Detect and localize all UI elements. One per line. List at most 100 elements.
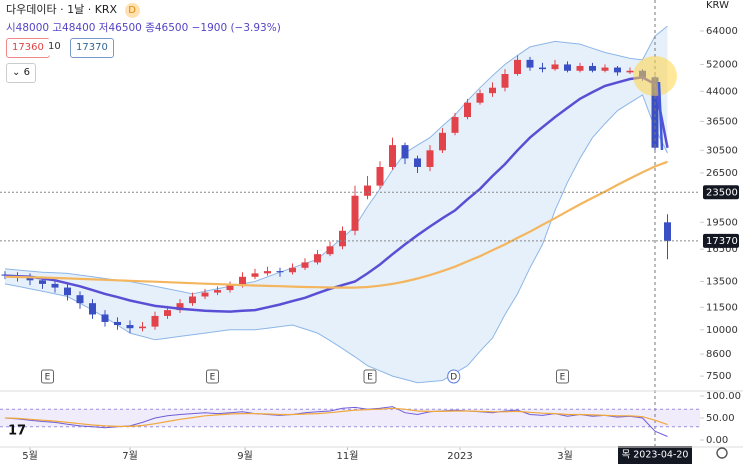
candle-body xyxy=(339,230,346,247)
tv-logo: 17 xyxy=(8,424,26,439)
candle-body xyxy=(189,296,196,304)
y-tick-label: 16500 xyxy=(706,244,738,255)
candle-body xyxy=(139,326,146,329)
candle-body xyxy=(614,67,621,73)
candle-body xyxy=(439,132,446,151)
candle-body xyxy=(126,325,134,329)
candle-body xyxy=(276,271,284,273)
price-label-bg xyxy=(703,185,739,200)
candle-body xyxy=(301,262,309,268)
candle-body xyxy=(64,287,71,296)
badge: D xyxy=(124,3,140,18)
event-label: D xyxy=(450,373,457,383)
candle-body xyxy=(364,185,371,196)
candle-body xyxy=(351,195,359,231)
ohlc-line: 시48000 고48400 저46500 종46500 −1900 (−3.93… xyxy=(6,22,281,34)
candle-body xyxy=(176,303,184,311)
candle-body xyxy=(489,87,496,94)
candle-body xyxy=(426,150,434,167)
candle-body xyxy=(501,74,509,88)
x-tick-label: 9월 xyxy=(237,450,253,462)
symbol: 다우데이타 · 1날 · KRX D xyxy=(6,1,140,18)
candle-body xyxy=(101,314,109,322)
candle-body xyxy=(401,145,409,159)
y-tick-label: 50.00 xyxy=(706,413,735,424)
collapse-box[interactable]: ⌄ 6 xyxy=(6,63,36,83)
settings-icon[interactable] xyxy=(716,447,728,459)
arrow-annotation xyxy=(657,81,664,151)
indicator-box[interactable]: 10 xyxy=(48,38,61,56)
event-label: E xyxy=(210,373,216,383)
y-tick-label: 0.00 xyxy=(706,435,728,446)
event-marker xyxy=(447,369,461,384)
candle-body xyxy=(51,283,59,288)
candle-body xyxy=(476,93,484,103)
candle-body xyxy=(564,64,571,71)
candle-body xyxy=(214,290,221,293)
x-tick-label: 5월 xyxy=(22,450,38,462)
highlight-annotation xyxy=(633,56,677,96)
x-tick-label: 7월 xyxy=(122,450,138,462)
candle-body xyxy=(264,271,271,274)
indicator-box[interactable]: 17370 xyxy=(70,38,114,58)
candle-body xyxy=(576,65,584,71)
y-tick-label: 100.00 xyxy=(706,391,741,402)
candle-body xyxy=(89,303,96,315)
indicator-box[interactable]: 17360 xyxy=(6,38,50,58)
candle-body xyxy=(289,267,296,273)
event-marker xyxy=(556,369,569,384)
symbol-text: 다우데이타 · 1날 · KRX xyxy=(6,3,118,16)
candle-body xyxy=(314,254,321,263)
x-tick-label: 11월 xyxy=(337,450,359,462)
band-fill xyxy=(5,26,668,383)
candle-body xyxy=(414,158,421,167)
y-tick-label: 13500 xyxy=(706,277,738,288)
candle-body xyxy=(376,166,384,186)
candle-body xyxy=(1,274,9,276)
rsi-line xyxy=(4,407,668,427)
y-tick-label: 44000 xyxy=(706,86,738,97)
candle-body xyxy=(589,65,596,71)
candle-body xyxy=(239,276,246,286)
candle-body xyxy=(151,315,159,327)
event-marker xyxy=(363,369,377,384)
candle-body xyxy=(389,145,396,167)
candle-body xyxy=(601,67,609,71)
candle-body xyxy=(664,222,671,241)
y-tick-label: 8600 xyxy=(706,349,731,360)
x-tick-label: 2023 xyxy=(447,451,472,462)
price-label: 17370 xyxy=(706,236,738,247)
crosshair-label-bg xyxy=(618,446,692,464)
candle-body xyxy=(201,292,209,297)
y-tick-label: 30500 xyxy=(706,145,738,156)
currency: KRW xyxy=(706,0,729,11)
event-label: E xyxy=(45,373,51,383)
candle-body xyxy=(514,59,521,75)
candle-body xyxy=(526,59,534,68)
candle-body xyxy=(164,310,171,316)
candle-body xyxy=(626,70,634,73)
price-label-bg xyxy=(703,233,739,248)
candle-body xyxy=(251,273,259,277)
y-tick-label: 26500 xyxy=(706,168,738,179)
y-tick-label: 36500 xyxy=(706,116,738,127)
candle-body xyxy=(76,295,84,304)
event-marker xyxy=(206,369,219,384)
crosshair-label: 목 2023-04-20 xyxy=(622,450,689,461)
event-label: E xyxy=(560,373,566,383)
y-tick-label: 19500 xyxy=(706,217,738,228)
event-label: E xyxy=(367,373,373,383)
price-label: 23500 xyxy=(706,187,738,198)
candle-body xyxy=(551,64,559,70)
candle-body xyxy=(26,276,34,281)
collapse-count: 6 xyxy=(23,67,30,78)
candle-body xyxy=(226,285,234,291)
candle-body xyxy=(451,117,459,133)
moving-average xyxy=(4,160,668,289)
candle-body xyxy=(326,246,334,255)
y-tick-label: 52000 xyxy=(706,59,738,70)
x-tick-label: 3월 xyxy=(557,450,573,462)
event-marker xyxy=(41,369,54,384)
